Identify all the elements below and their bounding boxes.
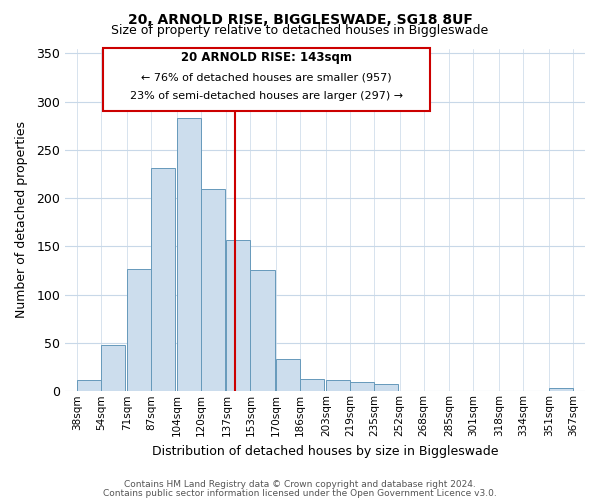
Text: Size of property relative to detached houses in Biggleswade: Size of property relative to detached ho… [112,24,488,37]
Bar [101,345,125,392]
Text: Contains HM Land Registry data © Crown copyright and database right 2024.: Contains HM Land Registry data © Crown c… [124,480,476,489]
Bar [151,168,175,392]
Bar [326,380,350,392]
Bar [350,382,374,392]
Text: 23% of semi-detached houses are larger (297) →: 23% of semi-detached houses are larger (… [130,91,403,101]
Bar [176,118,201,392]
Text: 20, ARNOLD RISE, BIGGLESWADE, SG18 8UF: 20, ARNOLD RISE, BIGGLESWADE, SG18 8UF [128,12,472,26]
Bar [250,270,275,392]
Bar [127,268,151,392]
Y-axis label: Number of detached properties: Number of detached properties [15,122,28,318]
Text: ← 76% of detached houses are smaller (957): ← 76% of detached houses are smaller (95… [141,73,392,83]
FancyBboxPatch shape [103,48,430,112]
Bar [226,240,250,392]
Bar [300,378,324,392]
Bar [549,388,573,392]
Bar [77,380,101,392]
Bar [374,384,398,392]
Text: 20 ARNOLD RISE: 143sqm: 20 ARNOLD RISE: 143sqm [181,51,352,64]
X-axis label: Distribution of detached houses by size in Biggleswade: Distribution of detached houses by size … [152,444,498,458]
Text: Contains public sector information licensed under the Open Government Licence v3: Contains public sector information licen… [103,489,497,498]
Bar [276,360,300,392]
Bar [201,188,225,392]
